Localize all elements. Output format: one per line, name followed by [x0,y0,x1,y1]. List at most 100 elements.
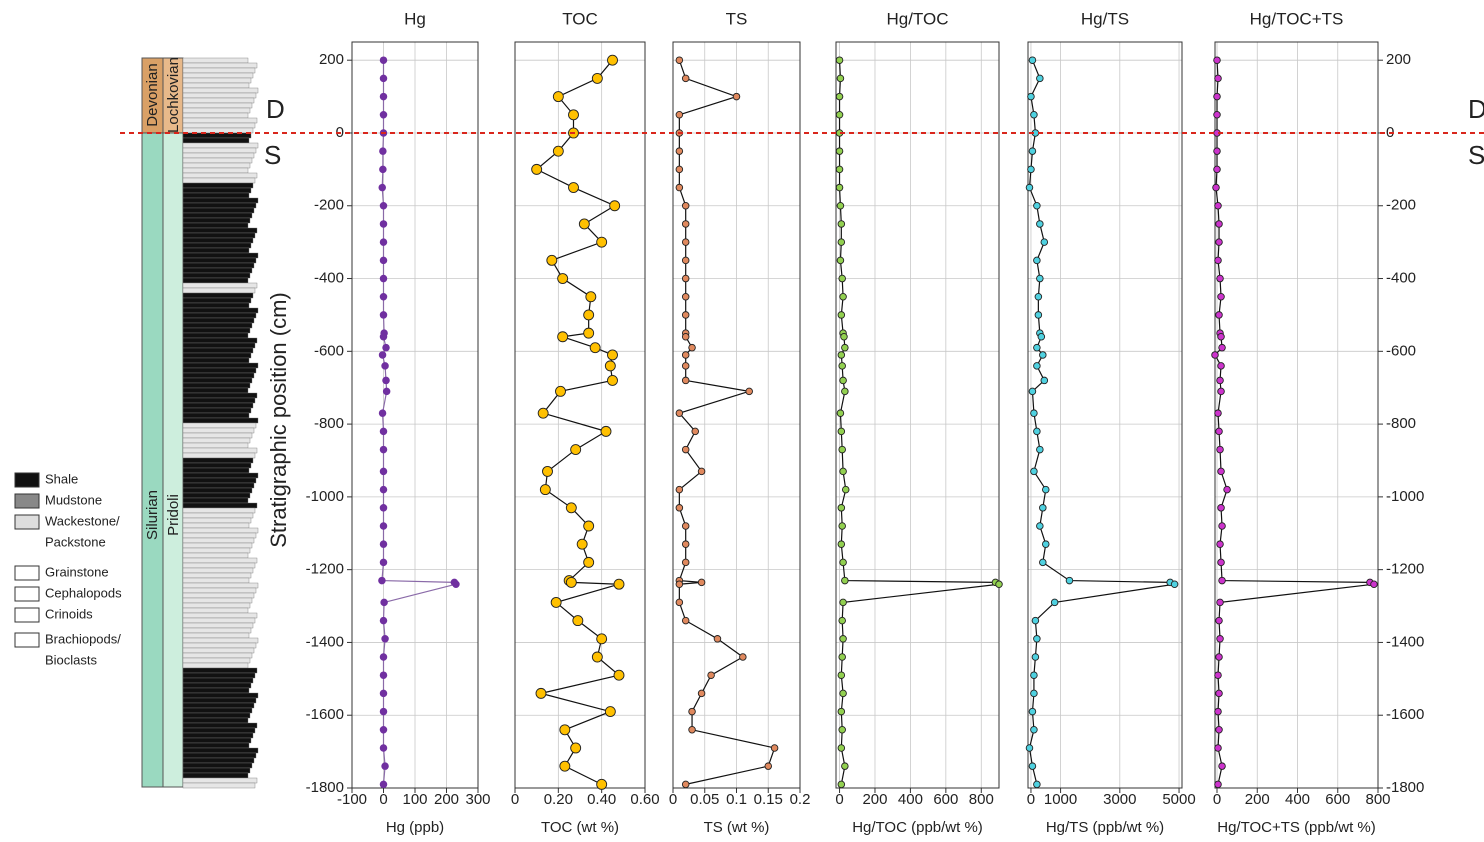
data-point [1211,351,1219,359]
data-point [531,163,543,175]
lith-bed [182,602,251,609]
lith-bed [182,337,258,344]
data-point [836,256,845,265]
lith-bed [182,517,252,524]
data-point [379,558,388,567]
lith-bed [182,137,250,144]
data-point [838,522,846,530]
lith-bed [182,617,256,624]
data-point [604,706,616,718]
data-point [837,707,846,716]
y-tick-label: -800 [314,415,344,432]
lith-bed [182,192,250,199]
panel-title: Hg/TOC+TS [1250,9,1344,28]
y-tick-label: -1600 [1386,706,1424,723]
y-tick-label: -1200 [306,561,344,578]
data-point [1030,467,1038,476]
data-point [835,183,844,192]
y-tick-label: -400 [314,270,344,287]
period-label: Devonian [144,63,161,126]
lith-bed [182,487,253,494]
data-point [379,92,388,101]
data-point [840,333,848,341]
lith-bed [182,452,256,459]
data-point [841,485,850,494]
data-point [583,327,595,339]
data-point [382,387,391,396]
period-silurian [141,132,164,788]
data-point [1042,485,1050,494]
legend-swatch [14,493,40,509]
lith-bed [182,112,249,119]
y-tick-label: -600 [314,342,344,359]
lith-bed [182,747,259,754]
data-point [841,762,849,770]
y-tick-label: -1800 [1386,779,1424,796]
lith-bed [182,597,253,604]
x-tick-label: 0.40 [587,791,616,808]
data-point [379,220,388,228]
data-point [379,485,388,494]
y-tick-label: -1400 [306,633,344,650]
data-point [1030,689,1038,698]
lith-bed [182,467,250,474]
data-point [381,762,389,770]
data-point [1217,292,1225,301]
x-tick-label: 0 [835,791,843,808]
profile-line [838,60,1002,785]
lith-bed [182,637,259,644]
data-point [1218,343,1226,352]
data-point [568,109,579,121]
data-point [841,576,849,585]
plot-frame [672,41,801,789]
data-point [452,580,460,588]
data-point [1034,292,1043,301]
legend-swatch [14,586,40,602]
y-tick-label: -800 [1386,415,1416,432]
x-tick-label: 0.05 [690,791,719,808]
data-point [585,291,597,303]
data-point [764,762,773,770]
lith-bed [182,272,251,279]
data-point [838,653,846,661]
data-point [552,145,564,157]
data-point [1039,558,1047,567]
lith-bed [182,57,249,64]
x-tick-label: 800 [1365,791,1390,808]
data-point [572,615,584,627]
lith-bed [182,647,255,654]
data-point [379,467,388,476]
data-point [1214,202,1222,210]
lith-bed [182,522,250,529]
y-tick-label: -400 [1386,270,1416,287]
x-tick-label: 0.20 [544,791,573,808]
lith-bed [182,167,249,174]
lith-bed [182,457,254,464]
plot-frame [514,41,646,789]
data-point [841,387,849,396]
data-point [688,343,696,352]
lith-bed [182,442,249,449]
lith-bed [182,202,257,209]
data-point [1214,707,1222,716]
lith-bed [182,672,256,679]
x-tick-label: 300 [465,791,490,808]
lithology-column [182,57,259,789]
lith-bed [182,512,254,519]
data-point [379,202,388,210]
y-tick-label: -1200 [1386,561,1424,578]
lith-bed [182,502,258,509]
data-point [839,376,847,385]
lith-bed [182,737,252,744]
lith-bed [182,347,254,354]
y-tick-label: -1600 [306,706,344,723]
lith-bed [182,302,250,309]
data-point [1040,376,1049,385]
data-point [681,558,690,567]
data-point [535,687,547,699]
data-point [836,202,845,210]
lith-bed [182,182,254,189]
lith-bed [182,267,253,274]
data-point [596,633,608,645]
lith-bed [182,542,253,549]
